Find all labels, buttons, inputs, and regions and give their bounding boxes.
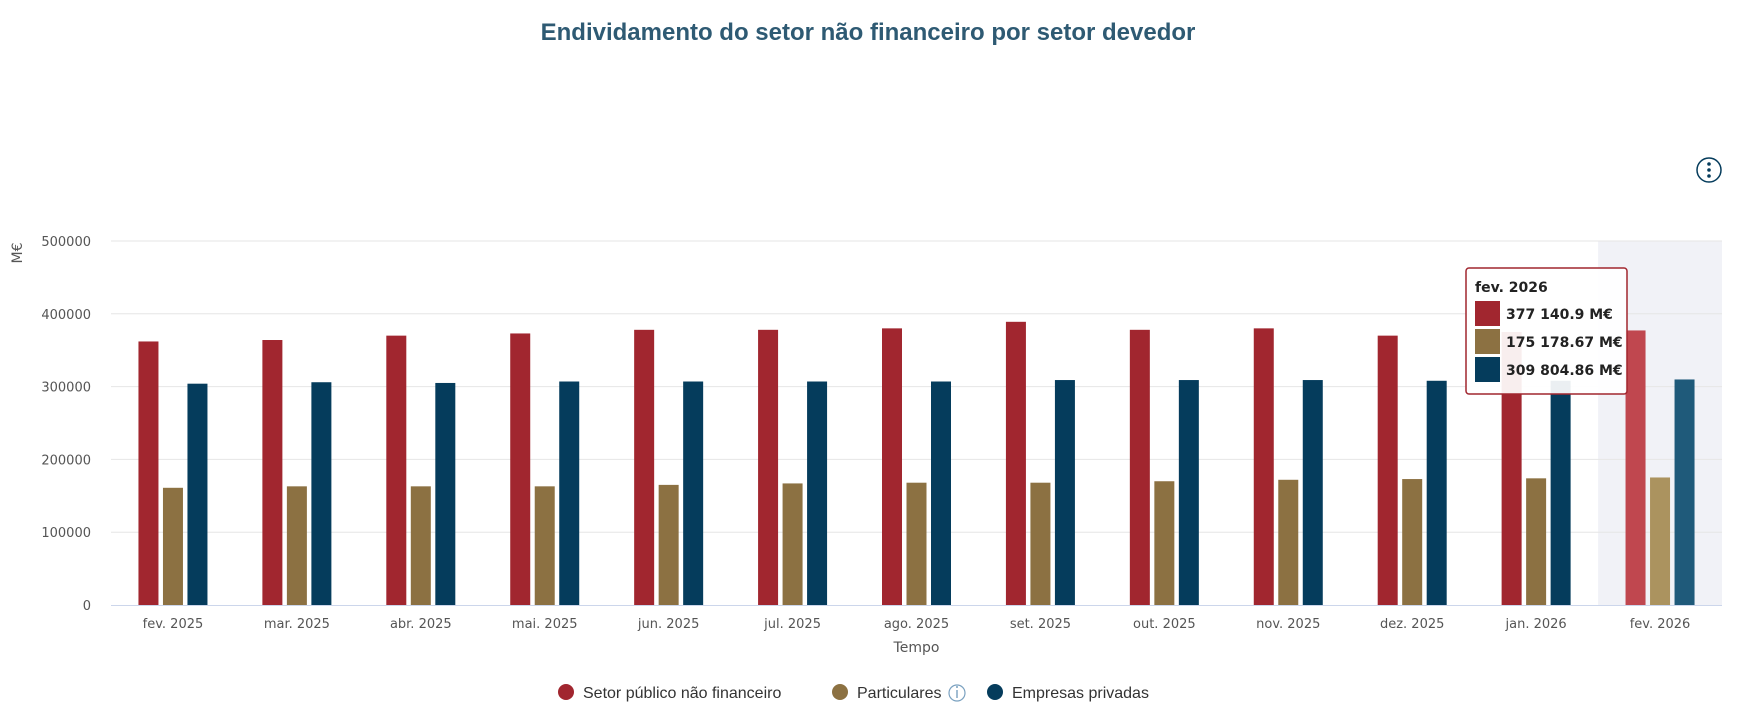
bar-empresas-privadas[interactable] [435, 382, 456, 605]
bar-empresas-privadas[interactable] [1178, 380, 1199, 605]
bar-empresas-privadas[interactable] [1426, 380, 1447, 605]
y-tick-label: 200000 [41, 453, 91, 468]
bar-setor-publico[interactable] [1625, 330, 1646, 605]
legend-marker [987, 684, 1003, 700]
x-tick-label: jun. 2025 [637, 617, 699, 632]
bar-setor-publico[interactable] [634, 329, 655, 605]
x-tick-label: fev. 2025 [143, 617, 204, 632]
bar-particulares[interactable] [782, 483, 803, 605]
bar-particulares[interactable] [534, 486, 555, 605]
x-tick-label: jan. 2026 [1505, 617, 1567, 632]
bar-empresas-privadas[interactable] [931, 381, 951, 605]
chart-title: Endividamento do setor não financeiro po… [541, 19, 1196, 46]
x-tick-label: dez. 2025 [1380, 617, 1444, 632]
bar-particulares[interactable] [1278, 479, 1299, 605]
legend-label: Setor público não financeiro [583, 685, 781, 702]
bar-empresas-privadas[interactable] [559, 381, 580, 605]
bar-setor-publico[interactable] [1129, 329, 1150, 605]
legend-label: Empresas privadas [1012, 685, 1149, 702]
legend-item[interactable]: Particulares [832, 684, 941, 702]
bar-particulares[interactable] [410, 486, 431, 605]
legend-marker [558, 684, 574, 700]
y-tick-label: 500000 [41, 235, 91, 250]
bar-particulares[interactable] [658, 484, 679, 605]
bar-setor-publico[interactable] [1377, 335, 1398, 605]
info-icon[interactable] [948, 684, 966, 702]
bar-setor-publico[interactable] [138, 341, 159, 605]
y-tick-label: 0 [83, 599, 91, 614]
y-tick-label: 300000 [41, 381, 91, 396]
tooltip-title: fev. 2026 [1475, 280, 1548, 296]
bar-empresas-privadas[interactable] [1674, 379, 1695, 605]
x-tick-label: jul. 2025 [763, 617, 821, 632]
bar-setor-publico[interactable] [758, 329, 779, 605]
tooltip-value-0: 377 140.9 M€ [1506, 307, 1613, 323]
bar-empresas-privadas[interactable] [187, 383, 208, 605]
bar-particulares[interactable] [906, 482, 927, 605]
tooltip: fev. 2026 377 140.9 M€ 175 178.67 M€ 309… [1465, 267, 1628, 395]
tooltip-swatch-2 [1475, 357, 1500, 382]
bar-particulares[interactable] [1650, 477, 1671, 605]
x-axis-title: Tempo [893, 640, 940, 656]
x-tick-label: out. 2025 [1133, 617, 1196, 632]
menu-button[interactable] [1696, 157, 1722, 183]
y-tick-label: 100000 [41, 526, 91, 541]
bar-particulares[interactable] [1402, 479, 1423, 605]
legend-marker [832, 684, 848, 700]
bar-setor-publico[interactable] [1005, 321, 1026, 605]
x-tick-label: nov. 2025 [1256, 617, 1320, 632]
bar-particulares[interactable] [1526, 478, 1547, 605]
bar-setor-publico[interactable] [1501, 332, 1522, 605]
x-tick-label: ago. 2025 [884, 617, 949, 632]
x-axis-ticks: fev. 2025 mar. 2025 abr. 2025 mai. 2025 jun.… [143, 617, 1691, 632]
bar-empresas-privadas[interactable] [1302, 380, 1323, 605]
bar-particulares[interactable] [1030, 482, 1051, 605]
bar-empresas-privadas[interactable] [1054, 380, 1075, 605]
legend: Setor público não financeiro Particulares… [558, 684, 1149, 702]
x-tick-label: abr. 2025 [390, 617, 452, 632]
tooltip-box [1465, 267, 1628, 395]
x-tick-label: mai. 2025 [512, 617, 578, 632]
tooltip-value-2: 309 804.86 M€ [1506, 363, 1623, 379]
bar-particulares[interactable] [286, 486, 307, 605]
y-axis-title: M€ [10, 243, 26, 264]
legend-label: Particulares [857, 685, 941, 702]
tooltip-swatch-0 [1475, 301, 1500, 326]
tooltip-swatch-1 [1475, 329, 1500, 354]
x-tick-label: set. 2025 [1010, 617, 1071, 632]
legend-item[interactable]: Empresas privadas [987, 684, 1149, 702]
tooltip-value-1: 175 178.67 M€ [1506, 335, 1623, 351]
bar-empresas-privadas[interactable] [683, 381, 704, 605]
bar-empresas-privadas[interactable] [311, 382, 332, 605]
bar-setor-publico[interactable] [262, 340, 283, 605]
bar-empresas-privadas[interactable] [807, 381, 828, 605]
y-tick-label: 400000 [41, 308, 91, 323]
bar-setor-publico[interactable] [1253, 328, 1274, 605]
bars [138, 321, 1695, 605]
x-tick-label: mar. 2025 [264, 617, 330, 632]
bar-setor-publico[interactable] [510, 333, 531, 605]
x-tick-label: fev. 2026 [1630, 617, 1691, 632]
bar-particulares[interactable] [162, 487, 183, 605]
bar-particulares[interactable] [1154, 481, 1175, 605]
legend-item[interactable]: Setor público não financeiro [558, 684, 781, 702]
y-axis-ticks: 0 100000 200000 300000 400000 500000 [41, 235, 91, 614]
bar-setor-publico[interactable] [882, 328, 902, 605]
bar-empresas-privadas[interactable] [1550, 380, 1571, 605]
bar-setor-publico[interactable] [386, 335, 407, 605]
